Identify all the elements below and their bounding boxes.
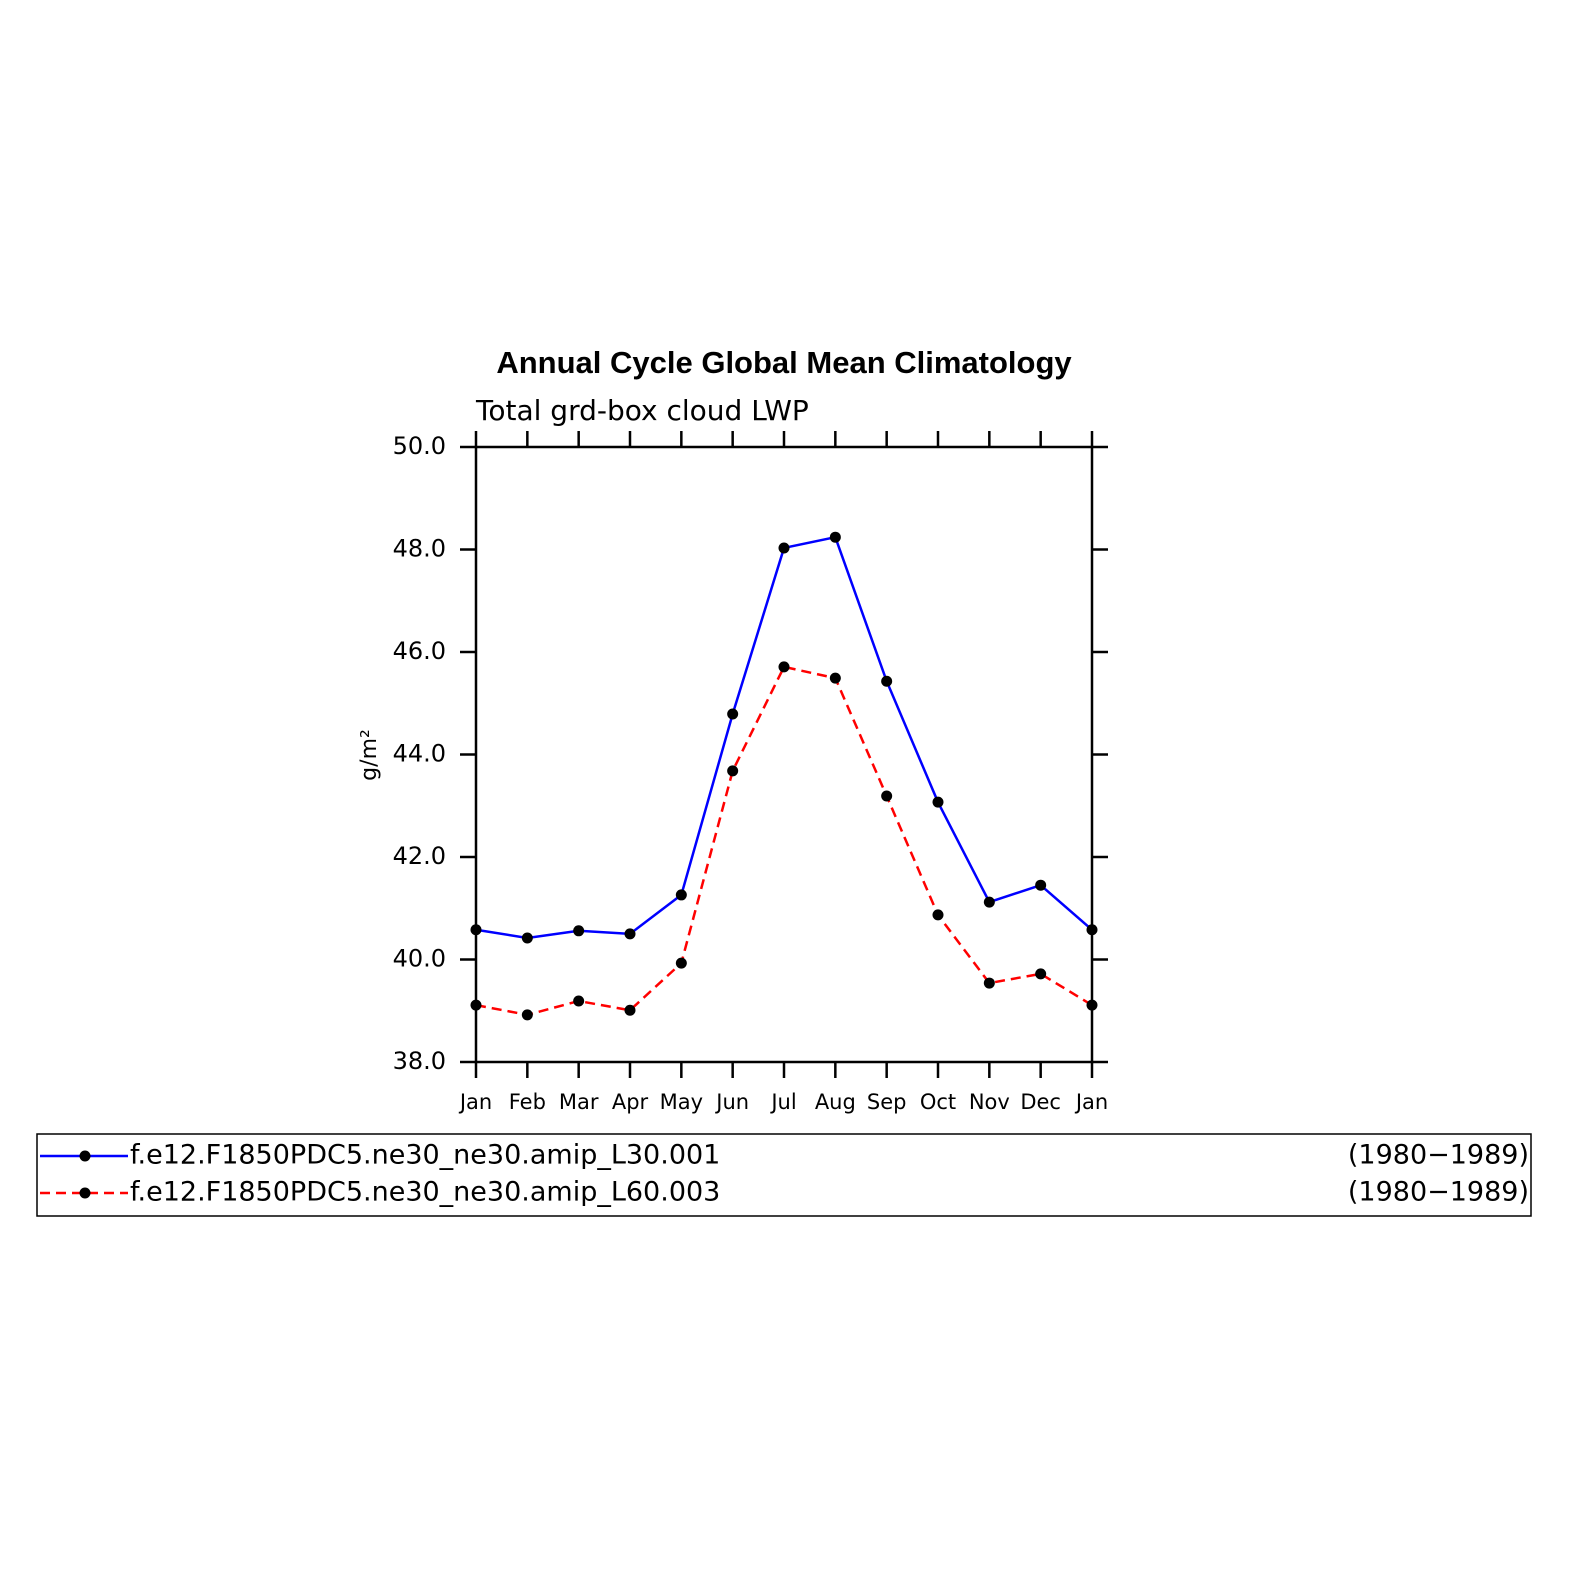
legend-period: (1980−1989) <box>1348 1177 1529 1208</box>
series-line <box>475 665 1093 1017</box>
x-tick-label: Jan <box>458 1090 492 1114</box>
data-point <box>983 977 995 989</box>
data-point <box>983 896 995 908</box>
data-point <box>624 928 636 940</box>
legend-period: (1980−1989) <box>1348 1140 1529 1171</box>
data-point <box>881 790 893 802</box>
x-tick-label: Jan <box>1074 1090 1108 1114</box>
x-tick-label: Mar <box>559 1090 599 1114</box>
data-point <box>1086 999 1098 1011</box>
y-tick-label: 44.0 <box>393 740 446 768</box>
legend-marker <box>79 1150 91 1162</box>
x-tick-label: Feb <box>509 1090 546 1114</box>
data-point <box>1035 879 1047 891</box>
y-axis-label: g/m² <box>357 729 382 781</box>
y-tick-label: 40.0 <box>393 945 446 973</box>
legend-marker <box>79 1187 91 1199</box>
data-point <box>727 708 739 720</box>
data-point <box>932 796 944 808</box>
x-tick-label: Jun <box>714 1090 749 1114</box>
legend-label: f.e12.F1850PDC5.ne30_ne30.amip_L30.001 <box>130 1140 720 1171</box>
data-point <box>470 924 482 936</box>
data-point <box>521 932 533 944</box>
chart-title: Annual Cycle Global Mean Climatology <box>496 345 1072 380</box>
data-point <box>573 925 585 937</box>
x-tick-label: Aug <box>815 1090 856 1114</box>
data-point <box>470 999 482 1011</box>
x-tick-label: Sep <box>867 1090 907 1114</box>
data-point <box>778 542 790 554</box>
data-point <box>573 995 585 1007</box>
plot-frame <box>474 445 1094 1064</box>
data-point <box>675 957 687 969</box>
y-tick-label: 38.0 <box>393 1047 446 1075</box>
data-point <box>675 889 687 901</box>
x-tick-label: Nov <box>969 1090 1010 1114</box>
data-point <box>521 1009 533 1021</box>
legend-label: f.e12.F1850PDC5.ne30_ne30.amip_L60.003 <box>130 1177 720 1208</box>
data-point <box>624 1004 636 1016</box>
data-point <box>727 765 739 777</box>
x-tick-label: Dec <box>1020 1090 1061 1114</box>
y-tick-label: 48.0 <box>393 535 446 563</box>
chart-subtitle: Total grd-box cloud LWP <box>475 394 809 427</box>
x-tick-label: May <box>660 1090 703 1114</box>
data-point <box>881 675 893 687</box>
data-point <box>1035 968 1047 980</box>
data-point <box>778 661 790 673</box>
y-tick-label: 50.0 <box>393 432 446 460</box>
legend-box <box>36 1133 1532 1217</box>
series-line <box>475 535 1093 940</box>
data-point <box>1086 924 1098 936</box>
x-tick-label: Apr <box>612 1090 649 1114</box>
x-tick-label: Oct <box>920 1090 956 1114</box>
data-point <box>829 672 841 684</box>
data-point <box>932 909 944 921</box>
x-tick-label: Jul <box>769 1090 796 1114</box>
data-point <box>829 531 841 543</box>
y-tick-label: 46.0 <box>393 637 446 665</box>
y-tick-label: 42.0 <box>393 842 446 870</box>
